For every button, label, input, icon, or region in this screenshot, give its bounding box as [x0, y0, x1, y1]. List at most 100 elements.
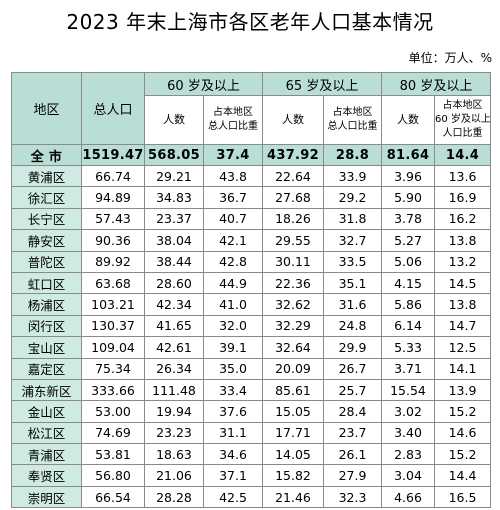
value-cell-r80: 13.6	[434, 164, 491, 188]
value-cell-p80: 6.14	[381, 314, 435, 338]
value-cell-p65: 27.68	[262, 186, 324, 209]
value-cell-total_pop: 89.92	[81, 250, 145, 273]
value-cell-p65: 22.36	[262, 271, 324, 295]
value-cell-r80: 14.7	[434, 314, 491, 338]
value-cell-total_pop: 57.43	[81, 207, 145, 231]
header-ratio-65: 占本地区 总人口比重	[323, 95, 382, 145]
value-cell-r80: 13.8	[434, 229, 491, 252]
value-cell-p65: 29.55	[262, 229, 324, 252]
header-row-1: 地区 总人口 60 岁及以上 65 岁及以上 80 岁及以上	[11, 72, 491, 145]
district-name-cell: 嘉定区	[11, 357, 82, 380]
header-count-80: 人数	[381, 95, 435, 145]
value-cell-p80: 15.54	[381, 378, 435, 402]
value-cell-r80: 13.9	[434, 378, 491, 402]
value-cell-p60: 26.34	[144, 357, 204, 380]
header-ratio-80-line3: 人口比重	[442, 128, 483, 139]
value-cell-r65: 31.6	[323, 293, 382, 316]
table-row: 松江区 74.69 23.23 31.1 17.71 23.7 3.40 14.6	[11, 421, 491, 445]
value-cell-p60: 41.65	[144, 314, 204, 338]
value-cell-total_pop: 94.89	[81, 186, 145, 209]
value-cell-r80: 16.5	[434, 485, 491, 509]
header-row-2: 人数 占本地区 总人口比重 人数 占本地区 总人口比重 人数 占本地区 60 岁…	[12, 95, 491, 145]
value-cell-p80: 3.78	[381, 207, 435, 231]
value-cell-r60: 41.0	[203, 293, 263, 316]
table-row: 闵行区 130.37 41.65 32.0 32.29 24.8 6.14 14.7	[11, 314, 491, 338]
value-cell-p80: 5.33	[381, 336, 435, 359]
table-row: 徐汇区 94.89 34.83 36.7 27.68 29.2 5.90 16.9	[11, 186, 491, 209]
total-r80-cell: 14.4	[434, 144, 491, 166]
district-name-cell: 浦东新区	[11, 378, 82, 402]
value-cell-p60: 29.21	[144, 164, 204, 188]
value-cell-total_pop: 53.81	[81, 443, 145, 466]
value-cell-p80: 3.04	[381, 464, 435, 487]
header-group-80: 80 岁及以上	[381, 72, 491, 96]
table-row: 静安区 90.36 38.04 42.1 29.55 32.7 5.27 13.8	[11, 229, 491, 252]
table-row: 杨浦区 103.21 42.34 41.0 32.62 31.6 5.86 13.8	[11, 293, 491, 316]
district-name-cell: 青浦区	[11, 443, 82, 466]
value-cell-p80: 3.02	[381, 400, 435, 423]
value-cell-p65: 85.61	[262, 378, 324, 402]
value-cell-p65: 32.62	[262, 293, 324, 316]
district-name-cell: 松江区	[11, 421, 82, 445]
header-count-60: 人数	[144, 95, 204, 145]
header-ratio-60: 占本地区 总人口比重	[203, 95, 263, 145]
value-cell-r60: 34.6	[203, 443, 263, 466]
value-cell-p65: 22.64	[262, 164, 324, 188]
value-cell-r80: 14.4	[434, 464, 491, 487]
value-cell-r65: 28.4	[323, 400, 382, 423]
district-name-cell: 金山区	[11, 400, 82, 423]
value-cell-r65: 35.1	[323, 271, 382, 295]
value-cell-p60: 28.28	[144, 485, 204, 509]
value-cell-total_pop: 103.21	[81, 293, 145, 316]
header-ratio-80-line2: 60 岁及以上	[435, 114, 491, 125]
value-cell-r65: 33.9	[323, 164, 382, 188]
value-cell-r60: 33.4	[203, 378, 263, 402]
table-row: 奉贤区 56.80 21.06 37.1 15.82 27.9 3.04 14.4	[11, 464, 491, 487]
value-cell-r80: 13.8	[434, 293, 491, 316]
district-name-cell: 宝山区	[11, 336, 82, 359]
district-name-cell: 崇明区	[11, 485, 82, 509]
table-row: 崇明区 66.54 28.28 42.5 21.46 32.3 4.66 16.5	[11, 485, 491, 509]
value-cell-p65: 17.71	[262, 421, 324, 445]
table-row: 嘉定区 75.34 26.34 35.0 20.09 26.7 3.71 14.1	[11, 357, 491, 380]
value-cell-r65: 32.7	[323, 229, 382, 252]
value-cell-total_pop: 75.34	[81, 357, 145, 380]
value-cell-p60: 34.83	[144, 186, 204, 209]
value-cell-r60: 35.0	[203, 357, 263, 380]
total-r65-cell: 28.8	[323, 144, 382, 166]
header-total-pop: 总人口	[81, 72, 145, 145]
header-ratio-60-line2: 总人口比重	[208, 121, 258, 132]
table-row: 黄浦区 66.74 29.21 43.8 22.64 33.9 3.96 13.6	[11, 164, 491, 188]
value-cell-p60: 23.23	[144, 421, 204, 445]
value-cell-r65: 27.9	[323, 464, 382, 487]
value-cell-r80: 14.1	[434, 357, 491, 380]
value-cell-r65: 31.8	[323, 207, 382, 231]
value-cell-r80: 14.5	[434, 271, 491, 295]
value-cell-p80: 5.27	[381, 229, 435, 252]
header-group-65: 65 岁及以上	[262, 72, 382, 96]
value-cell-p60: 111.48	[144, 378, 204, 402]
value-cell-p65: 20.09	[262, 357, 324, 380]
value-cell-r60: 42.1	[203, 229, 263, 252]
table-row: 虹口区 63.68 28.60 44.9 22.36 35.1 4.15 14.5	[11, 271, 491, 295]
value-cell-p80: 3.40	[381, 421, 435, 445]
value-cell-r65: 29.9	[323, 336, 382, 359]
value-cell-p80: 5.86	[381, 293, 435, 316]
value-cell-p60: 18.63	[144, 443, 204, 466]
total-p60-cell: 568.05	[144, 144, 204, 166]
value-cell-r65: 29.2	[323, 186, 382, 209]
value-cell-p60: 38.44	[144, 250, 204, 273]
total-name: 全 市	[11, 144, 82, 166]
value-cell-r60: 42.8	[203, 250, 263, 273]
value-cell-total_pop: 74.69	[81, 421, 145, 445]
value-cell-r60: 44.9	[203, 271, 263, 295]
value-cell-p80: 2.83	[381, 443, 435, 466]
value-cell-p60: 28.60	[144, 271, 204, 295]
value-cell-r65: 26.1	[323, 443, 382, 466]
table-row: 普陀区 89.92 38.44 42.8 30.11 33.5 5.06 13.2	[11, 250, 491, 273]
value-cell-r60: 37.1	[203, 464, 263, 487]
value-cell-total_pop: 66.74	[81, 164, 145, 188]
value-cell-p80: 4.15	[381, 271, 435, 295]
district-name-cell: 徐汇区	[11, 186, 82, 209]
value-cell-r80: 12.5	[434, 336, 491, 359]
